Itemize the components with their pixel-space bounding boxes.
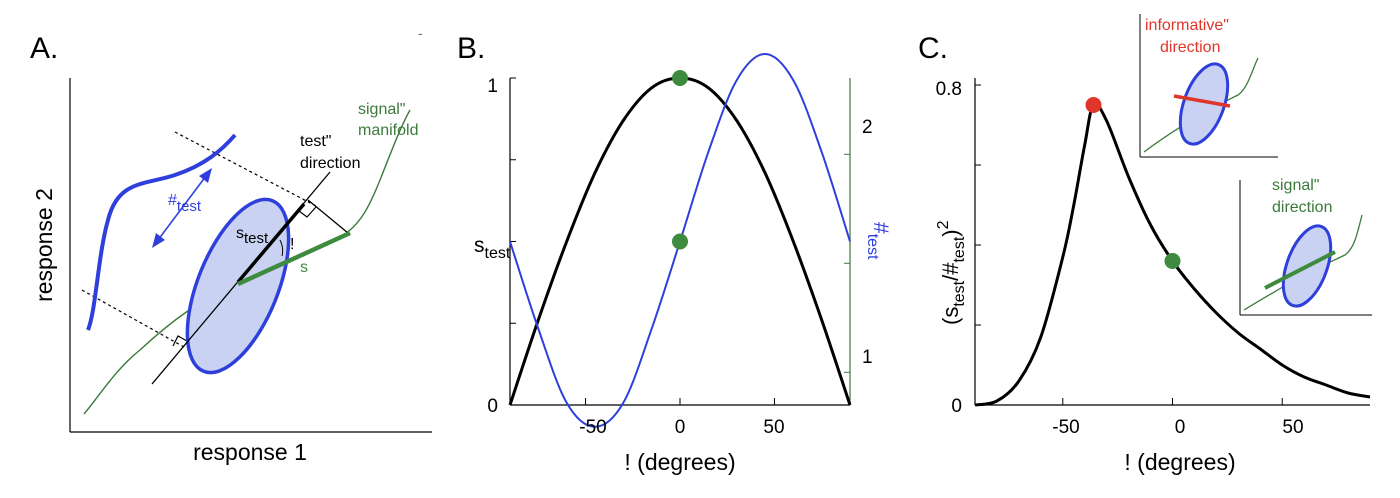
panel-a-xlabel: response 1 [193, 439, 307, 465]
b-xtick-m50: -50 [579, 417, 606, 438]
panel-b-markers [672, 70, 688, 250]
panel-b-ylabel-left: stest [474, 234, 511, 262]
inset1-label-line2: direction [1160, 39, 1220, 56]
b-ytick-left-1: 1 [487, 76, 498, 97]
inset-signal: signal" direction [1239, 177, 1372, 316]
inset1-label-line1: informative" [1145, 17, 1229, 34]
noise-arrow-head-bottom [152, 233, 165, 248]
b-xtick-0: 0 [675, 417, 686, 438]
b-marker-0 [672, 70, 688, 86]
c-xtick-0: 0 [1175, 417, 1186, 438]
s-test-label: stest [236, 225, 269, 247]
panel-c: C. 0 0.8 -50 0 50 ! (degrees) (stest/#te… [918, 14, 1372, 475]
right-angle-upper [298, 206, 317, 218]
b-ytick-left-0: 0 [487, 396, 498, 417]
angle-label: ! [290, 236, 294, 253]
panel-c-letter: C. [918, 32, 948, 65]
test-direction-label-line1: test" [300, 133, 331, 150]
panel-c-xlabel: ! (degrees) [1124, 449, 1235, 475]
stray-dash-mark: - [418, 25, 423, 41]
noise-distribution-curve [86, 133, 237, 331]
noise-ellipse [185, 197, 291, 375]
right-angle-lower [172, 335, 188, 347]
c-marker-0 [1085, 97, 1102, 113]
b-ytick-right-2: 2 [862, 117, 873, 138]
noise-width-arrow [157, 175, 207, 241]
c-xtick-50: 50 [1282, 417, 1303, 438]
b-marker-1 [672, 233, 688, 250]
c-marker-1 [1164, 253, 1181, 269]
panel-a-letter: A. [30, 32, 58, 65]
panel-b: B. 0 1 1 2 -50 0 50 ! (degrees) stest #t… [457, 32, 892, 475]
b-xtick-50: 50 [763, 417, 784, 438]
panel-b-ylabel-right: #test [864, 222, 892, 260]
c-xtick-m50: -50 [1052, 417, 1079, 438]
panel-c-ylabel: (stest/#test)2 [935, 220, 968, 325]
b-ytick-right-1: 1 [862, 347, 873, 368]
inset-informative: informative" direction [1139, 14, 1278, 158]
panel-b-ticks [510, 77, 850, 406]
manifold-label-line2: manifold [358, 122, 418, 139]
panel-b-letter: B. [457, 32, 485, 65]
angle-arc [279, 239, 284, 257]
projection-line-lower [81, 289, 185, 348]
panel-b-xlabel: ! (degrees) [624, 449, 735, 475]
panel-c-ticks [975, 84, 1283, 405]
panel-a-ylabel: response 2 [31, 188, 57, 302]
inset2-label-line1: signal" [1272, 177, 1319, 194]
manifold-label-line1: signal" [358, 101, 405, 118]
snr-curve [974, 102, 1371, 407]
noise-arrow-head-top [199, 168, 212, 183]
c-ytick-08: 0.8 [936, 79, 962, 100]
panel-c-markers [1085, 97, 1181, 269]
signal-vector [237, 230, 351, 287]
c-ytick-0: 0 [951, 396, 962, 417]
perpendicular-drop [307, 199, 349, 234]
s-label: s [300, 259, 308, 276]
informative-direction-line [1173, 94, 1231, 108]
inset2-label-line2: direction [1272, 199, 1332, 216]
s-test-projection [236, 202, 306, 284]
panel-a: A. - response 1 response 2 #test signal"… [30, 25, 432, 465]
projection-line-upper [174, 131, 317, 207]
test-direction-label-line2: direction [300, 155, 360, 172]
noise-label: #test [168, 192, 202, 215]
signal-direction-line [1264, 250, 1336, 290]
